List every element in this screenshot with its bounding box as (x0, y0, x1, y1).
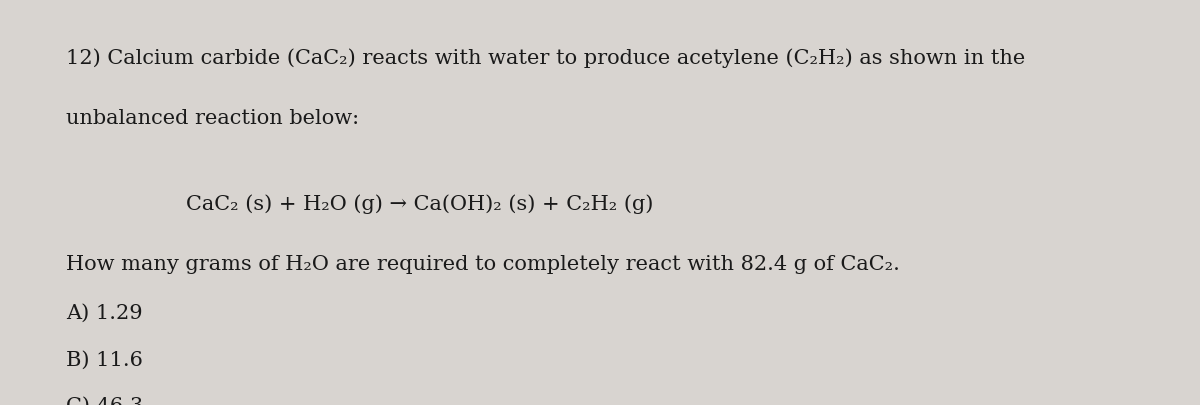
Text: A) 1.29: A) 1.29 (66, 304, 143, 323)
Text: 12) Calcium carbide (CaC₂) reacts with water to produce acetylene (C₂H₂) as show: 12) Calcium carbide (CaC₂) reacts with w… (66, 49, 1025, 68)
Text: How many grams of H₂O are required to completely react with 82.4 g of CaC₂.: How many grams of H₂O are required to co… (66, 255, 900, 274)
Text: CaC₂ (s) + H₂O (g) → Ca(OH)₂ (s) + C₂H₂ (g): CaC₂ (s) + H₂O (g) → Ca(OH)₂ (s) + C₂H₂ … (186, 194, 653, 214)
Text: unbalanced reaction below:: unbalanced reaction below: (66, 109, 359, 128)
Text: C) 46.3: C) 46.3 (66, 397, 143, 405)
Text: B) 11.6: B) 11.6 (66, 350, 143, 369)
